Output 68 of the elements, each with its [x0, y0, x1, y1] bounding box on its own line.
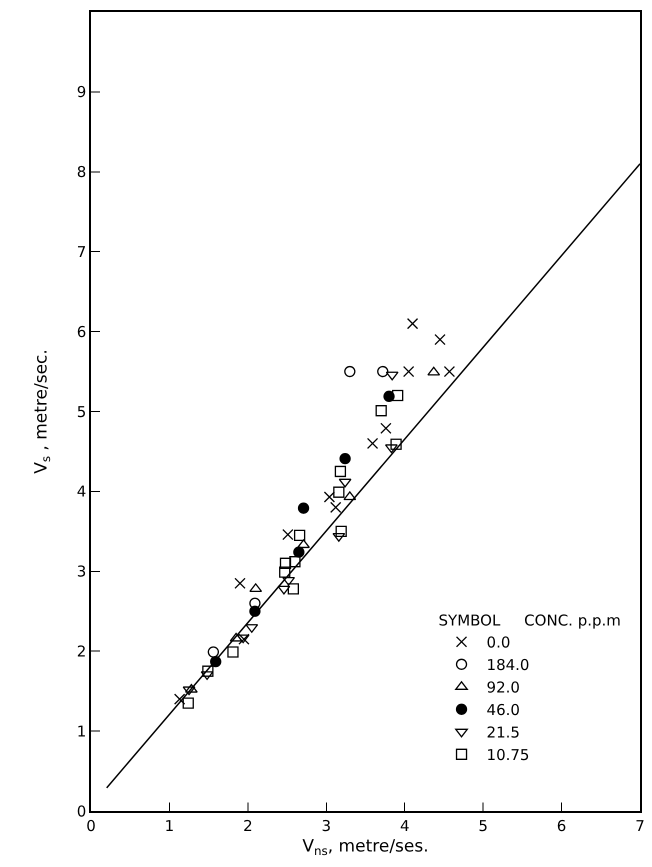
point	[298, 502, 310, 514]
point	[202, 666, 214, 677]
y-tick-label: 4	[76, 482, 86, 501]
point	[182, 686, 196, 696]
x-axis-title: V$_{ns}$, metre/ses.	[302, 836, 429, 858]
x-tick-label: 7	[635, 816, 645, 835]
point	[344, 366, 356, 378]
x-tick-label: 1	[164, 816, 174, 835]
point	[444, 366, 456, 378]
point	[280, 558, 292, 569]
point	[406, 318, 418, 330]
point	[174, 693, 186, 705]
point	[334, 466, 346, 478]
legend-label: 10.75	[486, 746, 530, 764]
point	[366, 438, 378, 450]
point	[380, 422, 392, 434]
x-tick-label: 6	[556, 816, 566, 835]
point	[330, 502, 342, 514]
point	[402, 366, 414, 378]
x-tick-label: 4	[400, 816, 410, 835]
y-tick-label: 7	[76, 242, 86, 261]
x-tick-label: 3	[322, 816, 332, 835]
y-tick-label: 1	[76, 722, 86, 740]
y-tick-label: 8	[76, 163, 86, 182]
point	[392, 390, 404, 402]
x-tick-label: 5	[478, 816, 488, 835]
point	[343, 491, 356, 500]
point	[288, 583, 299, 595]
point	[376, 405, 387, 416]
y-tick-label: 0	[76, 802, 86, 820]
point	[333, 486, 344, 498]
point	[384, 444, 398, 454]
point	[282, 528, 294, 540]
point	[289, 556, 301, 568]
point	[434, 334, 446, 346]
point	[279, 566, 290, 578]
point	[208, 646, 219, 658]
legend-label: 0.0	[486, 634, 510, 652]
legend-label: 184.0	[486, 656, 530, 674]
legend-label: 46.0	[486, 701, 520, 720]
y-tick-label: 5	[76, 402, 86, 421]
point	[377, 366, 388, 378]
point	[249, 598, 261, 609]
point	[249, 583, 262, 592]
point	[278, 586, 290, 595]
point	[294, 530, 306, 541]
point	[332, 532, 346, 542]
point	[297, 539, 310, 548]
point	[293, 546, 304, 558]
point	[200, 671, 214, 680]
point	[390, 438, 402, 450]
point	[339, 452, 351, 464]
point	[282, 576, 296, 586]
y-tick-label: 6	[76, 322, 86, 341]
x-tick-label: 2	[243, 816, 253, 835]
point	[324, 491, 336, 503]
legend-label: 92.0	[486, 678, 520, 697]
point	[227, 646, 239, 658]
legend-title: SYMBOL CONC. p.p.m	[438, 612, 621, 630]
y-tick-label: 9	[76, 83, 86, 102]
point	[234, 578, 246, 589]
point	[230, 632, 243, 642]
point	[184, 684, 198, 693]
y-tick-label: 3	[76, 562, 86, 581]
y-tick-label: 2	[76, 642, 86, 660]
point	[182, 697, 194, 709]
legend-label: 21.5	[486, 724, 520, 742]
point	[336, 526, 347, 537]
